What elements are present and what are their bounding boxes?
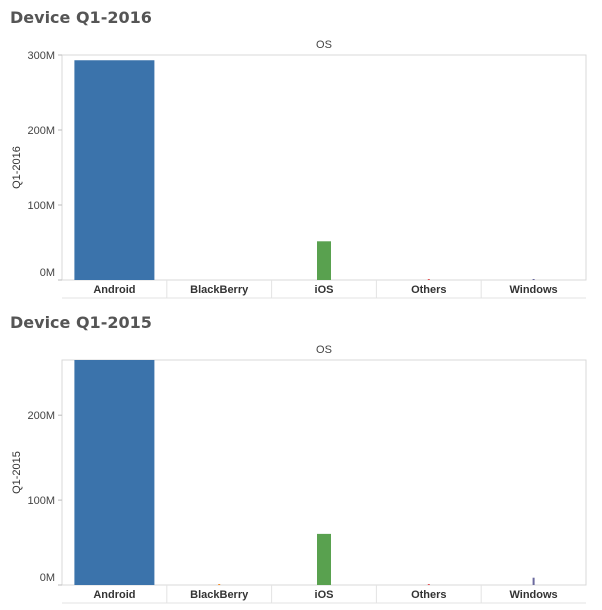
category-label: iOS — [315, 284, 334, 296]
category-label: Windows — [510, 589, 558, 601]
bar-blackberry — [218, 584, 221, 585]
chart-panel-q1-2015: Device Q1-2015 OS 0M 100M 200M Q1-2015 Androi… — [0, 305, 602, 610]
y-tick-label: 0M — [40, 267, 55, 279]
bar-android — [74, 360, 155, 585]
category-label: BlackBerry — [190, 589, 249, 601]
category-label: BlackBerry — [190, 284, 249, 296]
y-axis-label: Q1-2015 — [11, 451, 23, 494]
y-tick-label: 300M — [27, 50, 55, 62]
y-tick-label: 200M — [27, 410, 55, 422]
bar-ios — [317, 241, 331, 280]
bar-chart-q1-2016: OS 0M 100M 200M 300M Q1-2016 Android BlackBerry… — [11, 39, 587, 299]
category-label: Windows — [510, 284, 558, 296]
bar-windows — [532, 279, 535, 280]
column-header: OS — [316, 344, 332, 356]
bar-chart-q1-2015: OS 0M 100M 200M Q1-2015 Android BlackBerry iOS O… — [11, 344, 587, 604]
chart-panel-q1-2016: Device Q1-2016 OS 0M 100M 200M 300M Q1-2016 An… — [10, 8, 587, 299]
y-tick-label: 100M — [27, 200, 55, 212]
chart-title: Device Q1-2016 — [10, 8, 152, 27]
bar-ios — [317, 533, 331, 585]
column-header: OS — [316, 39, 332, 51]
bar-windows — [532, 577, 535, 585]
category-label: iOS — [315, 589, 334, 601]
y-axis-label: Q1-2016 — [11, 146, 23, 189]
bar-others — [427, 584, 430, 585]
y-tick-label: 0M — [40, 572, 55, 584]
y-tick-label: 100M — [27, 495, 55, 507]
category-label: Android — [93, 284, 135, 296]
bar-others — [427, 279, 430, 280]
category-label: Others — [411, 589, 446, 601]
category-label: Android — [93, 589, 135, 601]
bar-android — [74, 60, 155, 280]
y-tick-label: 200M — [27, 125, 55, 137]
chart-title: Device Q1-2015 — [10, 313, 152, 332]
category-label: Others — [411, 284, 446, 296]
